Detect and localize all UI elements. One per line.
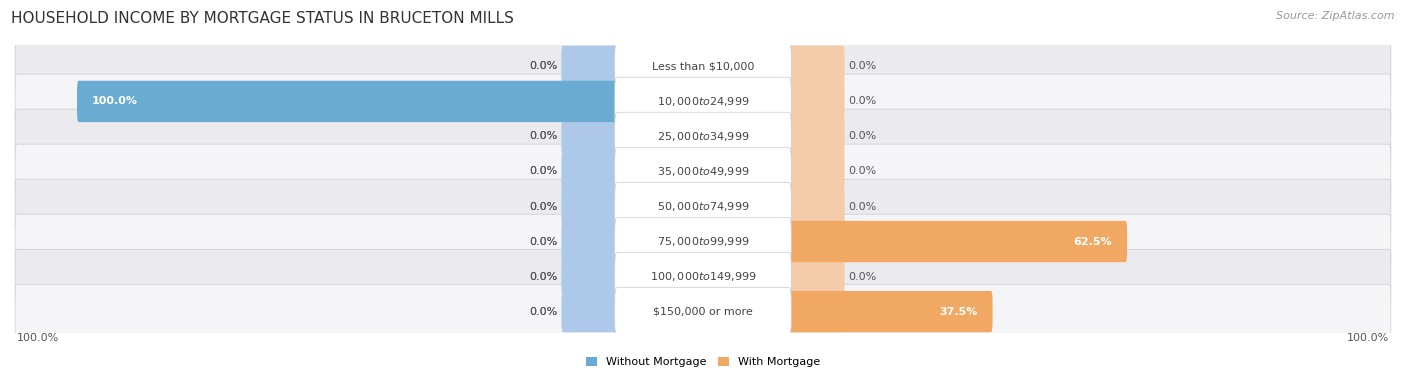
Text: 0.0%: 0.0% bbox=[530, 201, 558, 212]
Text: 62.5%: 62.5% bbox=[1073, 237, 1112, 246]
Text: 0.0%: 0.0% bbox=[530, 166, 558, 177]
FancyBboxPatch shape bbox=[561, 186, 619, 227]
Text: 0.0%: 0.0% bbox=[530, 271, 558, 282]
FancyBboxPatch shape bbox=[787, 221, 1128, 262]
FancyBboxPatch shape bbox=[614, 217, 792, 266]
FancyBboxPatch shape bbox=[787, 221, 845, 262]
FancyBboxPatch shape bbox=[787, 81, 845, 122]
Text: 100.0%: 100.0% bbox=[1347, 333, 1389, 343]
Text: 0.0%: 0.0% bbox=[848, 201, 876, 212]
Text: 0.0%: 0.0% bbox=[848, 271, 876, 282]
Text: 0.0%: 0.0% bbox=[530, 271, 558, 282]
FancyBboxPatch shape bbox=[561, 221, 619, 262]
FancyBboxPatch shape bbox=[614, 42, 792, 91]
Text: 0.0%: 0.0% bbox=[530, 61, 558, 71]
FancyBboxPatch shape bbox=[15, 179, 1391, 234]
FancyBboxPatch shape bbox=[614, 147, 792, 196]
Text: 100.0%: 100.0% bbox=[17, 333, 59, 343]
Text: Source: ZipAtlas.com: Source: ZipAtlas.com bbox=[1277, 11, 1395, 21]
Text: 0.0%: 0.0% bbox=[530, 307, 558, 317]
FancyBboxPatch shape bbox=[561, 46, 619, 87]
Text: $35,000 to $49,999: $35,000 to $49,999 bbox=[657, 165, 749, 178]
Legend: Without Mortgage, With Mortgage: Without Mortgage, With Mortgage bbox=[586, 357, 820, 367]
FancyBboxPatch shape bbox=[15, 144, 1391, 199]
FancyBboxPatch shape bbox=[15, 214, 1391, 269]
FancyBboxPatch shape bbox=[787, 291, 845, 332]
FancyBboxPatch shape bbox=[787, 291, 993, 332]
Text: 0.0%: 0.0% bbox=[530, 237, 558, 246]
FancyBboxPatch shape bbox=[15, 39, 1391, 94]
Text: 0.0%: 0.0% bbox=[848, 166, 876, 177]
FancyBboxPatch shape bbox=[787, 186, 845, 227]
Text: $25,000 to $34,999: $25,000 to $34,999 bbox=[657, 130, 749, 143]
FancyBboxPatch shape bbox=[15, 249, 1391, 304]
Text: 100.0%: 100.0% bbox=[93, 96, 138, 107]
FancyBboxPatch shape bbox=[77, 81, 619, 122]
Text: $100,000 to $149,999: $100,000 to $149,999 bbox=[650, 270, 756, 283]
FancyBboxPatch shape bbox=[787, 256, 845, 297]
Text: 0.0%: 0.0% bbox=[530, 61, 558, 71]
FancyBboxPatch shape bbox=[787, 46, 845, 87]
FancyBboxPatch shape bbox=[561, 291, 619, 332]
Text: $75,000 to $99,999: $75,000 to $99,999 bbox=[657, 235, 749, 248]
Text: $10,000 to $24,999: $10,000 to $24,999 bbox=[657, 95, 749, 108]
FancyBboxPatch shape bbox=[614, 112, 792, 161]
FancyBboxPatch shape bbox=[15, 284, 1391, 339]
FancyBboxPatch shape bbox=[787, 151, 845, 192]
Text: Less than $10,000: Less than $10,000 bbox=[652, 61, 754, 71]
FancyBboxPatch shape bbox=[614, 287, 792, 336]
Text: 37.5%: 37.5% bbox=[939, 307, 977, 317]
FancyBboxPatch shape bbox=[561, 151, 619, 192]
Text: 0.0%: 0.0% bbox=[530, 201, 558, 212]
Text: 0.0%: 0.0% bbox=[848, 61, 876, 71]
FancyBboxPatch shape bbox=[561, 81, 619, 122]
Text: 0.0%: 0.0% bbox=[530, 307, 558, 317]
FancyBboxPatch shape bbox=[561, 116, 619, 157]
FancyBboxPatch shape bbox=[614, 182, 792, 231]
Text: 0.0%: 0.0% bbox=[530, 132, 558, 141]
FancyBboxPatch shape bbox=[614, 253, 792, 301]
FancyBboxPatch shape bbox=[15, 74, 1391, 129]
FancyBboxPatch shape bbox=[15, 109, 1391, 164]
Text: HOUSEHOLD INCOME BY MORTGAGE STATUS IN BRUCETON MILLS: HOUSEHOLD INCOME BY MORTGAGE STATUS IN B… bbox=[11, 11, 515, 26]
FancyBboxPatch shape bbox=[614, 77, 792, 125]
Text: 0.0%: 0.0% bbox=[530, 132, 558, 141]
Text: $150,000 or more: $150,000 or more bbox=[654, 307, 752, 317]
Text: 0.0%: 0.0% bbox=[848, 96, 876, 107]
FancyBboxPatch shape bbox=[561, 256, 619, 297]
Text: 0.0%: 0.0% bbox=[530, 237, 558, 246]
FancyBboxPatch shape bbox=[787, 116, 845, 157]
Text: 0.0%: 0.0% bbox=[848, 132, 876, 141]
Text: $50,000 to $74,999: $50,000 to $74,999 bbox=[657, 200, 749, 213]
Text: 0.0%: 0.0% bbox=[530, 166, 558, 177]
